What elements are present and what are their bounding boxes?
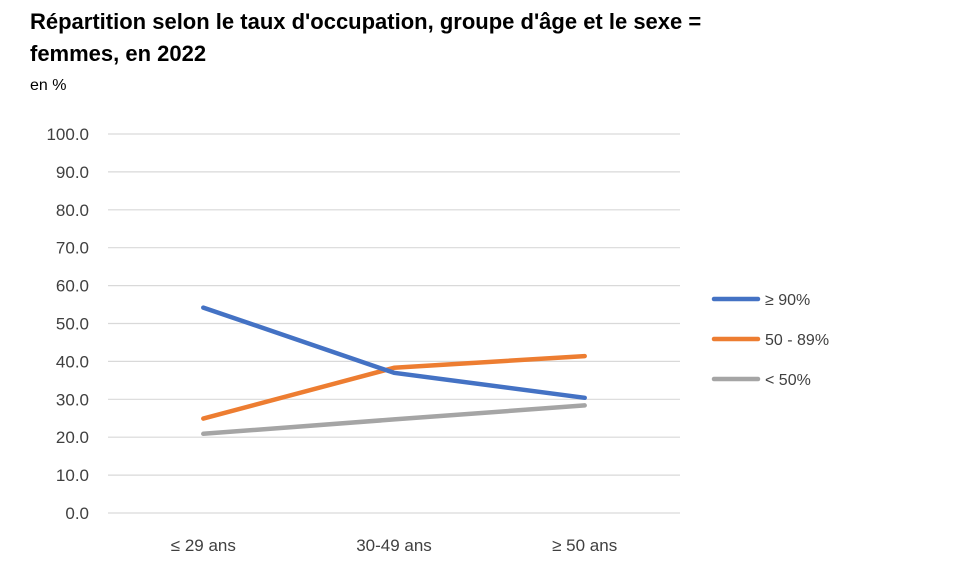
legend-item: ≥ 90% [711, 292, 810, 309]
y-tick-label: 30.0 [56, 390, 89, 409]
chart-subtitle: en % [30, 77, 67, 94]
legend-item: < 50% [711, 372, 811, 389]
legend-label: 50 - 89% [765, 332, 829, 349]
x-tick-label: ≥ 50 ans [552, 536, 617, 555]
y-tick-label: 20.0 [56, 428, 89, 447]
series-line [201, 305, 587, 401]
y-tick-label: 50.0 [56, 315, 89, 334]
y-axis-tick-labels: 0.0 10.0 20.0 30.0 40.0 50.0 60.0 70.0 80.0 90.0 1… [46, 125, 89, 523]
y-tick-label: 10.0 [56, 466, 89, 485]
gridlines [108, 133, 680, 514]
y-tick-label: 0.0 [65, 504, 89, 523]
series-line [201, 403, 587, 437]
legend: ≥ 90% 50 - 89% < 50% [711, 292, 829, 389]
x-tick-label: ≤ 29 ans [171, 536, 236, 555]
y-tick-label: 80.0 [56, 201, 89, 220]
y-tick-label: 60.0 [56, 277, 89, 296]
legend-label: ≥ 90% [765, 292, 810, 309]
series-lines [201, 305, 587, 437]
x-tick-label: 30-49 ans [356, 536, 432, 555]
y-tick-label: 70.0 [56, 239, 89, 258]
y-tick-label: 100.0 [46, 125, 89, 144]
y-tick-label: 40.0 [56, 352, 89, 371]
x-axis-tick-labels: ≤ 29 ans 30-49 ans ≥ 50 ans [171, 536, 617, 555]
legend-item: 50 - 89% [711, 332, 829, 349]
y-tick-label: 90.0 [56, 163, 89, 182]
chart-title: Répartition selon le taux d'occupation, … [30, 9, 702, 66]
legend-label: < 50% [765, 372, 811, 389]
